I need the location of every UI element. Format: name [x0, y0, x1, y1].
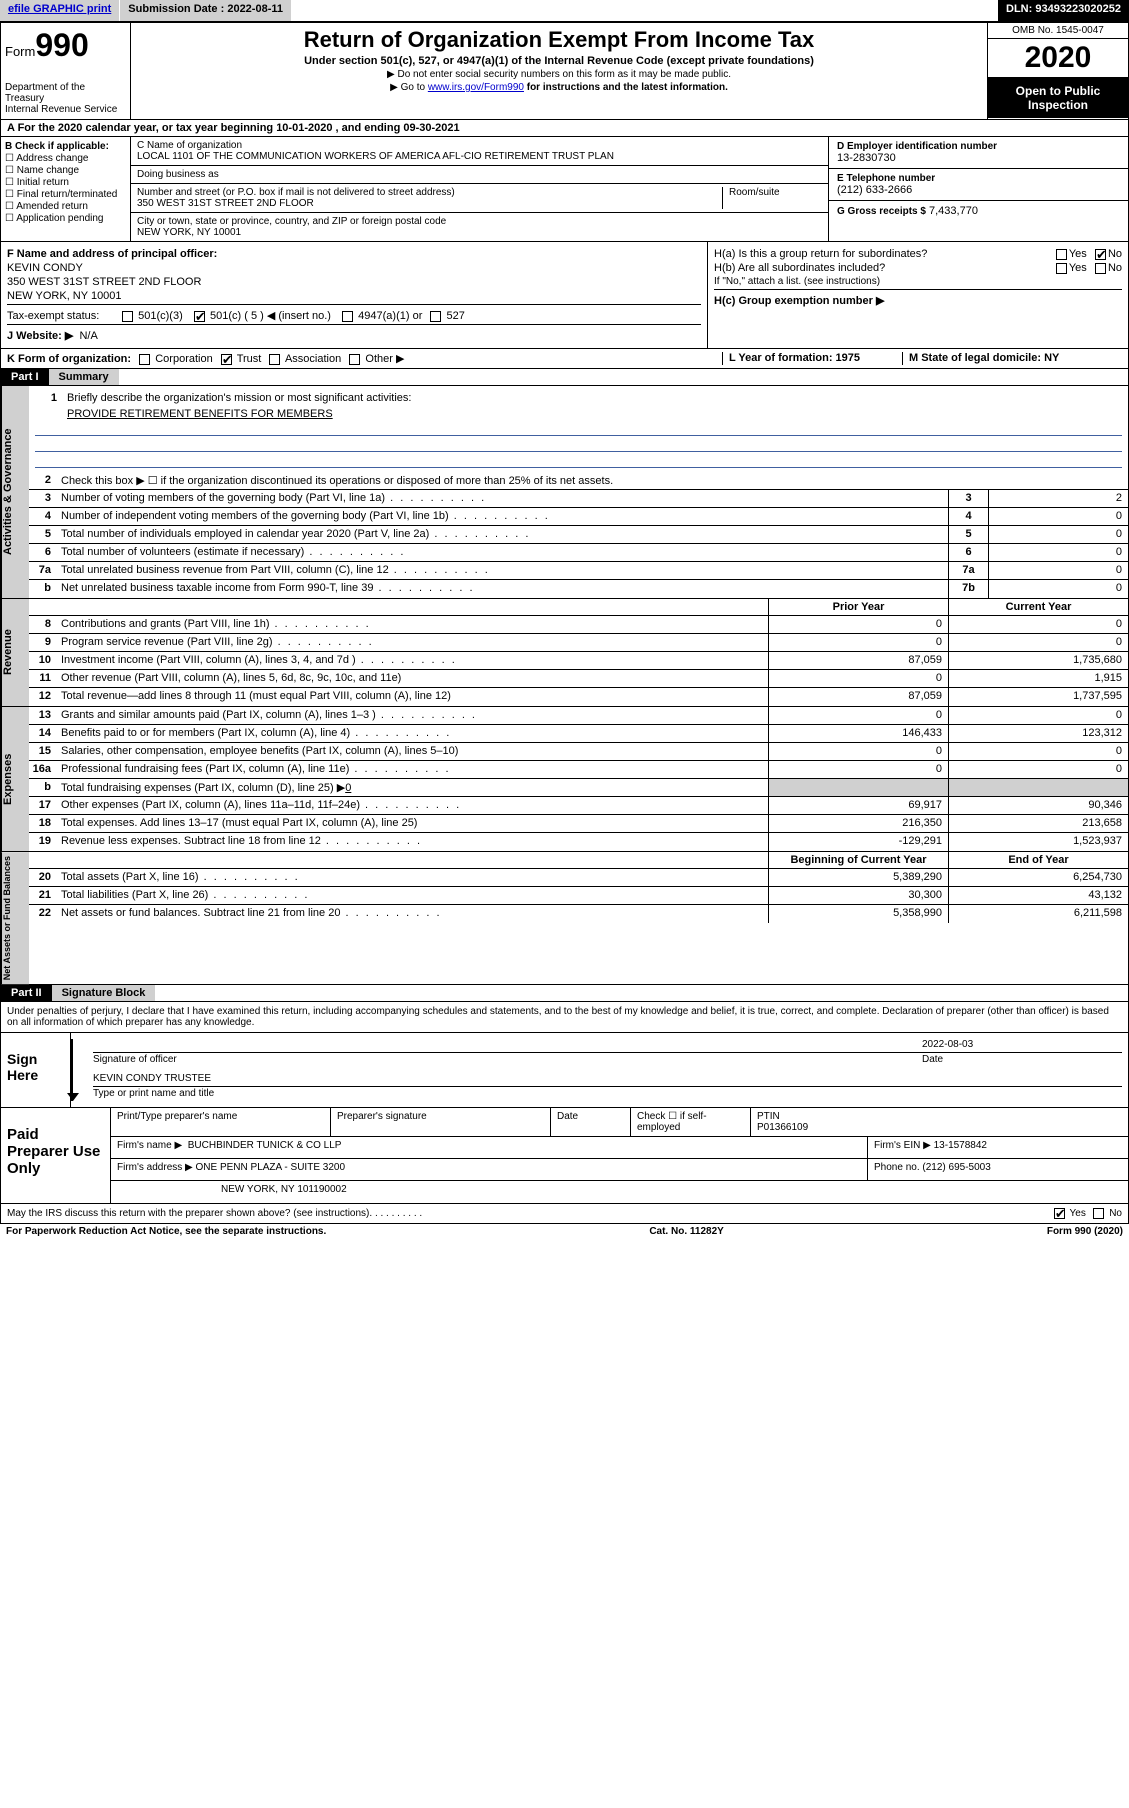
section-expenses: Expenses 13Grants and similar amounts pa…	[0, 707, 1129, 852]
section-revenue: Revenue Prior YearCurrent Year 8Contribu…	[0, 599, 1129, 707]
tax-year: 2020	[988, 39, 1128, 78]
preparer-phone: (212) 695-5003	[922, 1162, 990, 1173]
block-fgh: F Name and address of principal officer:…	[0, 242, 1129, 349]
website: N/A	[79, 330, 97, 342]
dln-badge: DLN: 93493223020252	[998, 0, 1129, 21]
efile-link[interactable]: efile GRAPHIC print	[0, 0, 120, 21]
checkbox-trust[interactable]	[221, 354, 232, 365]
form-header: Form990 Department of the Treasury Inter…	[0, 22, 1129, 120]
ptin: P01366109	[757, 1122, 1122, 1133]
org-name: LOCAL 1101 OF THE COMMUNICATION WORKERS …	[137, 151, 822, 162]
officer-printed-name: KEVIN CONDY TRUSTEE	[93, 1073, 1122, 1084]
section-net-assets: Net Assets or Fund Balances Beginning of…	[0, 852, 1129, 985]
sign-date: 2022-08-03	[922, 1039, 1122, 1050]
signature-block: Under penalties of perjury, I declare th…	[0, 1002, 1129, 1224]
note-link: ▶ Go to www.irs.gov/Form990 for instruct…	[139, 82, 979, 93]
ein: 13-2830730	[837, 152, 1120, 164]
signature-arrow-icon	[71, 1039, 83, 1101]
org-city: NEW YORK, NY 10001	[137, 227, 822, 238]
gross-receipts: 7,433,770	[929, 205, 978, 217]
telephone: (212) 633-2666	[837, 184, 1120, 196]
officer-name: KEVIN CONDY	[7, 262, 701, 274]
omb-number: OMB No. 1545-0047	[988, 23, 1128, 39]
mission: PROVIDE RETIREMENT BENEFITS FOR MEMBERS	[35, 408, 1122, 420]
checkbox-501c[interactable]	[194, 311, 205, 322]
row-a-period: A For the 2020 calendar year, or tax yea…	[0, 120, 1129, 137]
org-address: 350 WEST 31ST STREET 2ND FLOOR	[137, 198, 722, 209]
col-d-ids: D Employer identification number 13-2830…	[828, 137, 1128, 241]
col-c-org-info: C Name of organization LOCAL 1101 OF THE…	[131, 137, 828, 241]
department: Department of the Treasury Internal Reve…	[5, 82, 126, 115]
open-inspection-badge: Open to Public Inspection	[988, 78, 1128, 118]
col-b-checkboxes: B Check if applicable: ☐ Address change …	[1, 137, 131, 241]
form-subtitle: Under section 501(c), 527, or 4947(a)(1)…	[139, 55, 979, 67]
firm-name: BUCHBINDER TUNICK & CO LLP	[188, 1140, 342, 1151]
form-title: Return of Organization Exempt From Incom…	[139, 27, 979, 53]
footer: For Paperwork Reduction Act Notice, see …	[0, 1224, 1129, 1239]
checkbox-discuss-yes[interactable]	[1054, 1208, 1065, 1219]
part2-header: Part IISignature Block	[0, 985, 1129, 1002]
row-k: K Form of organization: Corporation Trus…	[0, 349, 1129, 369]
note-ssn: ▶ Do not enter social security numbers o…	[139, 69, 979, 80]
discuss-row: May the IRS discuss this return with the…	[1, 1203, 1128, 1223]
form-number: Form990	[5, 27, 126, 64]
checkbox-ha-no[interactable]	[1095, 249, 1106, 260]
irs-link[interactable]: www.irs.gov/Form990	[428, 82, 524, 93]
part1-header: Part ISummary	[0, 369, 1129, 386]
top-toolbar: efile GRAPHIC print Submission Date : 20…	[0, 0, 1129, 22]
submission-label: Submission Date : 2022-08-11	[120, 0, 292, 21]
section-governance: Activities & Governance 1Briefly describ…	[0, 386, 1129, 599]
block-bcd: B Check if applicable: ☐ Address change …	[0, 137, 1129, 242]
